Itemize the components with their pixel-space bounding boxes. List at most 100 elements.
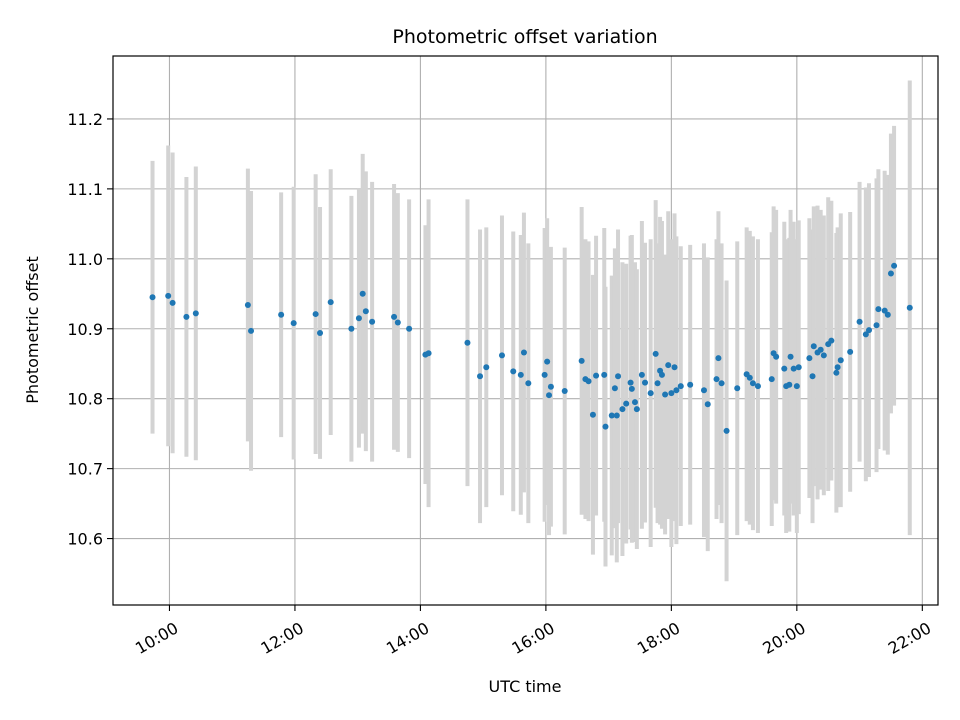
data-point	[873, 322, 880, 329]
chart-title: Photometric offset variation	[392, 26, 657, 48]
data-point	[715, 355, 722, 362]
data-points	[149, 262, 913, 434]
y-tick-label: 11.2	[67, 110, 103, 129]
data-point	[541, 371, 548, 378]
y-tick-label: 10.7	[67, 460, 103, 479]
data-point	[406, 325, 413, 332]
data-point	[546, 392, 553, 399]
data-point	[781, 365, 788, 372]
data-point	[601, 371, 608, 378]
data-point	[887, 270, 894, 277]
data-point	[865, 327, 872, 334]
data-point	[623, 400, 630, 407]
data-point	[658, 371, 665, 378]
data-point	[510, 368, 517, 375]
data-point	[312, 311, 319, 318]
data-point	[817, 346, 824, 353]
data-point	[498, 352, 505, 359]
data-point	[671, 364, 678, 371]
data-point	[718, 380, 725, 387]
y-tick-label: 11.1	[67, 180, 103, 199]
data-point	[654, 380, 661, 387]
data-point	[165, 292, 172, 299]
data-point	[704, 401, 711, 408]
x-axis-title: UTC time	[489, 677, 562, 696]
data-point	[244, 301, 251, 308]
data-point	[517, 371, 524, 378]
data-point	[856, 318, 863, 325]
data-point	[561, 387, 568, 394]
data-point	[464, 339, 471, 346]
data-point	[795, 364, 802, 371]
data-point	[585, 378, 592, 385]
data-point	[768, 376, 775, 383]
y-tick-label: 10.6	[67, 530, 103, 549]
data-point	[833, 369, 840, 376]
data-point	[638, 371, 645, 378]
data-point	[593, 372, 600, 379]
data-point	[547, 383, 554, 390]
data-point	[578, 357, 585, 364]
data-point	[677, 383, 684, 390]
data-point	[746, 374, 753, 381]
data-point	[391, 313, 398, 320]
data-point	[713, 376, 720, 383]
data-point	[169, 299, 176, 306]
data-point	[806, 355, 813, 362]
data-point	[619, 406, 626, 413]
data-point	[627, 379, 634, 386]
data-point	[608, 412, 615, 419]
data-point	[875, 306, 882, 313]
data-point	[589, 411, 596, 418]
data-point	[483, 364, 490, 371]
data-point	[837, 357, 844, 364]
data-point	[754, 383, 761, 390]
data-point	[793, 383, 800, 390]
data-point	[602, 423, 609, 430]
data-point	[317, 329, 324, 336]
data-point	[847, 348, 854, 355]
data-point	[810, 343, 817, 350]
data-point	[665, 362, 672, 369]
data-point	[394, 319, 401, 326]
data-point	[828, 337, 835, 344]
y-tick-label: 10.9	[67, 320, 103, 339]
data-point	[820, 352, 827, 359]
data-point	[631, 399, 638, 406]
data-point	[906, 304, 913, 311]
y-axis-title: Photometric offset	[23, 256, 42, 404]
data-point	[520, 349, 527, 356]
data-point	[425, 350, 432, 357]
data-point	[862, 331, 869, 338]
data-point	[278, 311, 285, 318]
data-point	[477, 373, 484, 380]
data-point	[149, 294, 156, 301]
data-point	[687, 381, 694, 388]
data-point	[615, 373, 622, 380]
data-point	[183, 313, 190, 320]
data-point	[787, 353, 794, 360]
data-point	[359, 290, 366, 297]
data-point	[884, 311, 891, 318]
data-point	[525, 380, 532, 387]
data-point	[891, 262, 898, 269]
data-point	[290, 320, 297, 327]
data-point	[628, 385, 635, 392]
data-point	[362, 308, 369, 315]
data-point	[544, 358, 551, 365]
data-point	[723, 427, 730, 434]
data-point	[248, 327, 255, 334]
data-point	[668, 390, 675, 397]
data-point	[662, 391, 669, 398]
data-point	[611, 385, 618, 392]
data-point	[642, 379, 649, 386]
data-point	[652, 350, 659, 357]
data-point	[348, 325, 355, 332]
data-point	[613, 412, 620, 419]
data-point	[647, 390, 654, 397]
data-point	[734, 385, 741, 392]
plot-frame	[112, 55, 939, 606]
data-point	[790, 365, 797, 372]
